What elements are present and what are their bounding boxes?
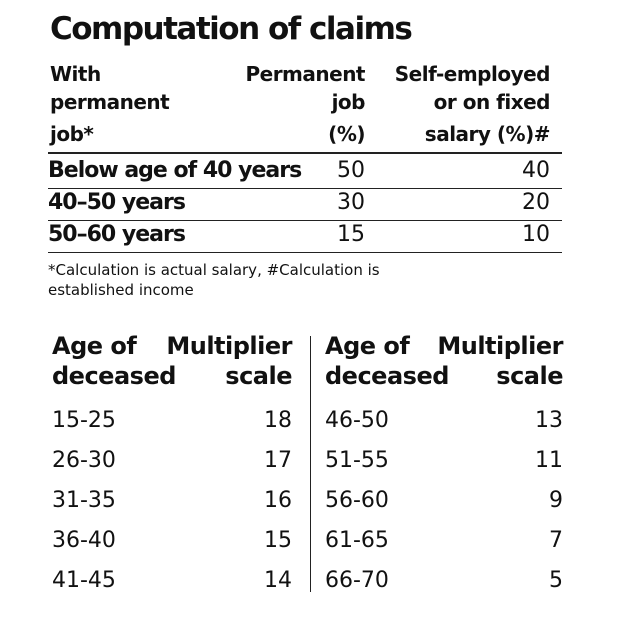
footnote: *Calculation is actual salary, #Calculat… bbox=[48, 261, 380, 279]
header-cell: job bbox=[331, 90, 366, 114]
header-cell: Age of bbox=[52, 332, 137, 360]
header-cell: deceased bbox=[52, 362, 176, 390]
cell: 51-55 bbox=[325, 448, 389, 473]
cell: 40 bbox=[522, 158, 550, 183]
row-label: 40–50 years bbox=[48, 190, 186, 215]
header-cell: or on fixed bbox=[433, 90, 551, 114]
header-cell: salary (%)# bbox=[424, 122, 551, 146]
cell: 11 bbox=[535, 448, 563, 473]
cell: 20 bbox=[522, 190, 550, 215]
header-cell: job* bbox=[50, 122, 94, 146]
header-cell: deceased bbox=[325, 362, 449, 390]
rule bbox=[48, 152, 562, 154]
header-cell: Multiplier bbox=[166, 332, 292, 360]
cell: 56-60 bbox=[325, 488, 389, 513]
cell: 13 bbox=[535, 408, 563, 433]
cell: 10 bbox=[522, 222, 550, 247]
cell: 36-40 bbox=[52, 528, 116, 553]
header-cell: Permanent bbox=[245, 62, 365, 86]
header-cell: (%) bbox=[328, 122, 365, 146]
header-cell: Self-employed bbox=[394, 62, 551, 86]
cell: 46-50 bbox=[325, 408, 389, 433]
cell: 17 bbox=[264, 448, 292, 473]
cell: 14 bbox=[264, 568, 292, 593]
header-cell: Age of bbox=[325, 332, 410, 360]
header-cell: scale bbox=[496, 362, 563, 390]
cell: 31-35 bbox=[52, 488, 116, 513]
cell: 50 bbox=[337, 158, 365, 183]
rule bbox=[310, 336, 311, 592]
cell: 9 bbox=[549, 488, 563, 513]
cell: 16 bbox=[264, 488, 292, 513]
row-label: Below age of 40 years bbox=[48, 158, 302, 183]
row-label: 50–60 years bbox=[48, 222, 186, 247]
header-cell: permanent bbox=[50, 90, 170, 114]
cell: 66-70 bbox=[325, 568, 389, 593]
footnote: established income bbox=[48, 281, 194, 299]
cell: 30 bbox=[337, 190, 365, 215]
cell: 5 bbox=[549, 568, 563, 593]
title: Computation of claims bbox=[50, 11, 413, 47]
header-cell: With bbox=[50, 62, 101, 86]
rule bbox=[48, 220, 562, 221]
header-cell: scale bbox=[225, 362, 292, 390]
cell: 15 bbox=[337, 222, 365, 247]
cell: 41-45 bbox=[52, 568, 116, 593]
cell: 26-30 bbox=[52, 448, 116, 473]
cell: 18 bbox=[264, 408, 292, 433]
cell: 7 bbox=[549, 528, 563, 553]
cell: 15 bbox=[264, 528, 292, 553]
rule bbox=[48, 188, 562, 189]
rule bbox=[48, 252, 562, 253]
cell: 15-25 bbox=[52, 408, 116, 433]
header-cell: Multiplier bbox=[437, 332, 563, 360]
cell: 61-65 bbox=[325, 528, 389, 553]
